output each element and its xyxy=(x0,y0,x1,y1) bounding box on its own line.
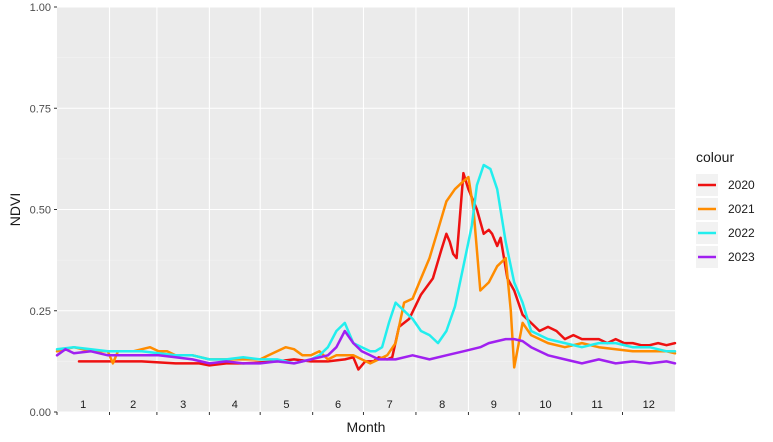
legend: colour 2020 2021 2022 2023 xyxy=(696,149,755,268)
month-label: 12 xyxy=(643,399,655,411)
x-axis xyxy=(56,412,624,415)
month-label: 7 xyxy=(387,399,393,411)
series-lines xyxy=(55,163,677,371)
month-label: 10 xyxy=(539,399,551,411)
y-tick-label: 0.25 xyxy=(30,306,51,318)
legend-label-2023: 2023 xyxy=(728,250,755,264)
legend-label-2022: 2022 xyxy=(728,226,755,240)
month-label: 3 xyxy=(180,399,186,411)
month-label: 5 xyxy=(283,399,289,411)
legend-label-2021: 2021 xyxy=(728,202,755,216)
y-tick-label: 0.00 xyxy=(30,407,51,419)
month-label: 11 xyxy=(591,399,602,411)
series-line-2023 xyxy=(55,329,677,365)
x-axis-title: Month xyxy=(347,419,386,435)
month-label: 8 xyxy=(439,399,445,411)
y-axis: 0.00 0.25 0.50 0.75 1.00 xyxy=(30,2,57,419)
month-label: 1 xyxy=(80,399,86,411)
month-label: 4 xyxy=(232,399,238,411)
series-line-2022 xyxy=(55,163,677,365)
month-label: 2 xyxy=(130,399,136,411)
month-label: 6 xyxy=(335,399,341,411)
y-tick-label: 0.75 xyxy=(30,103,51,115)
y-tick-label: 0.50 xyxy=(30,205,51,217)
legend-label-2020: 2020 xyxy=(728,178,755,192)
month-label: 9 xyxy=(491,399,497,411)
legend-title: colour xyxy=(696,149,734,165)
y-tick-label: 1.00 xyxy=(30,2,51,14)
month-labels: 1 2 3 4 5 6 7 8 9 10 11 12 xyxy=(80,399,655,411)
y-axis-title: NDVI xyxy=(7,193,23,226)
